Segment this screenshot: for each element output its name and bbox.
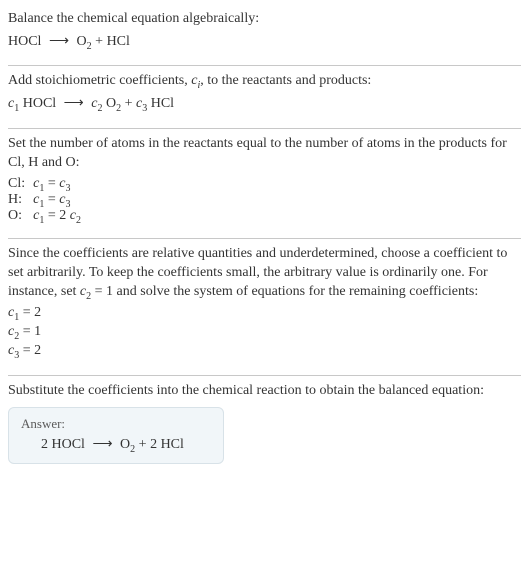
arrow-icon: ⟶ [60,94,88,114]
section2-intro: Add stoichiometric coefficients, ci, to … [8,72,521,91]
element-label: Cl: [8,176,33,192]
answer-label: Answer: [21,416,211,432]
ans-o2-base: O [120,437,130,452]
ans-lhs: 2 HOCl [41,437,85,452]
table-row: H: c1 = c3 [8,192,87,208]
section-answer: Substitute the coefficients into the che… [8,376,521,478]
hocl: HOCl [19,96,56,111]
section-stoichiometric: Add stoichiometric coefficients, ci, to … [8,66,521,127]
eq1-hcl: HCl [107,34,130,49]
coefficient-value: c1 = 2 [8,304,521,323]
atom-equation: c1 = 2 c2 [33,208,87,224]
answer-box: Answer: 2 HOCl ⟶ O2 + 2 HCl [8,407,224,464]
ans-plus: + [135,437,150,452]
worked-solution: Balance the chemical equation algebraica… [0,0,529,486]
section2-intro-a: Add stoichiometric coefficients, [8,73,191,88]
coefficient-equation: c1 HOCl ⟶ c2 O2 + c3 HCl [8,94,521,114]
plus: + [121,96,136,111]
element-label: O: [8,208,33,224]
section2-intro-b: , to the reactants and products: [200,73,371,88]
hcl: HCl [147,96,174,111]
arrow-icon: ⟶ [88,436,116,453]
coefficient-value: c2 = 1 [8,323,521,342]
section-solve-system: Since the coefficients are relative quan… [8,239,521,375]
eq1-lhs: HOCl [8,34,41,49]
section5-intro: Substitute the coefficients into the che… [8,382,521,401]
atom-equation: c1 = c3 [33,192,87,208]
section4-intro-b: and solve the system of equations for th… [113,284,478,299]
eq1-o2-base: O [77,34,87,49]
element-label: H: [8,192,33,208]
table-row: O: c1 = 2 c2 [8,208,87,224]
o2-base: O [102,96,116,111]
unbalanced-equation: HOCl ⟶ O2 + HCl [8,32,521,52]
atom-balance-table: Cl: c1 = c3 H: c1 = c3 O: c1 = 2 c2 [8,176,87,224]
eq1-plus: + [92,34,107,49]
set-eq: = 1 [91,284,113,299]
balanced-equation: 2 HOCl ⟶ O2 + 2 HCl [21,436,211,453]
section-atom-balance: Set the number of atoms in the reactants… [8,129,521,238]
section4-intro: Since the coefficients are relative quan… [8,245,521,302]
section3-intro: Set the number of atoms in the reactants… [8,135,521,173]
coefficient-value: c3 = 2 [8,342,521,361]
arrow-icon: ⟶ [45,32,73,52]
section1-intro: Balance the chemical equation algebraica… [8,10,521,29]
table-row: Cl: c1 = c3 [8,176,87,192]
section-balance-intro: Balance the chemical equation algebraica… [8,4,521,65]
ans-rhs: 2 HCl [150,437,184,452]
atom-equation: c1 = c3 [33,176,87,192]
